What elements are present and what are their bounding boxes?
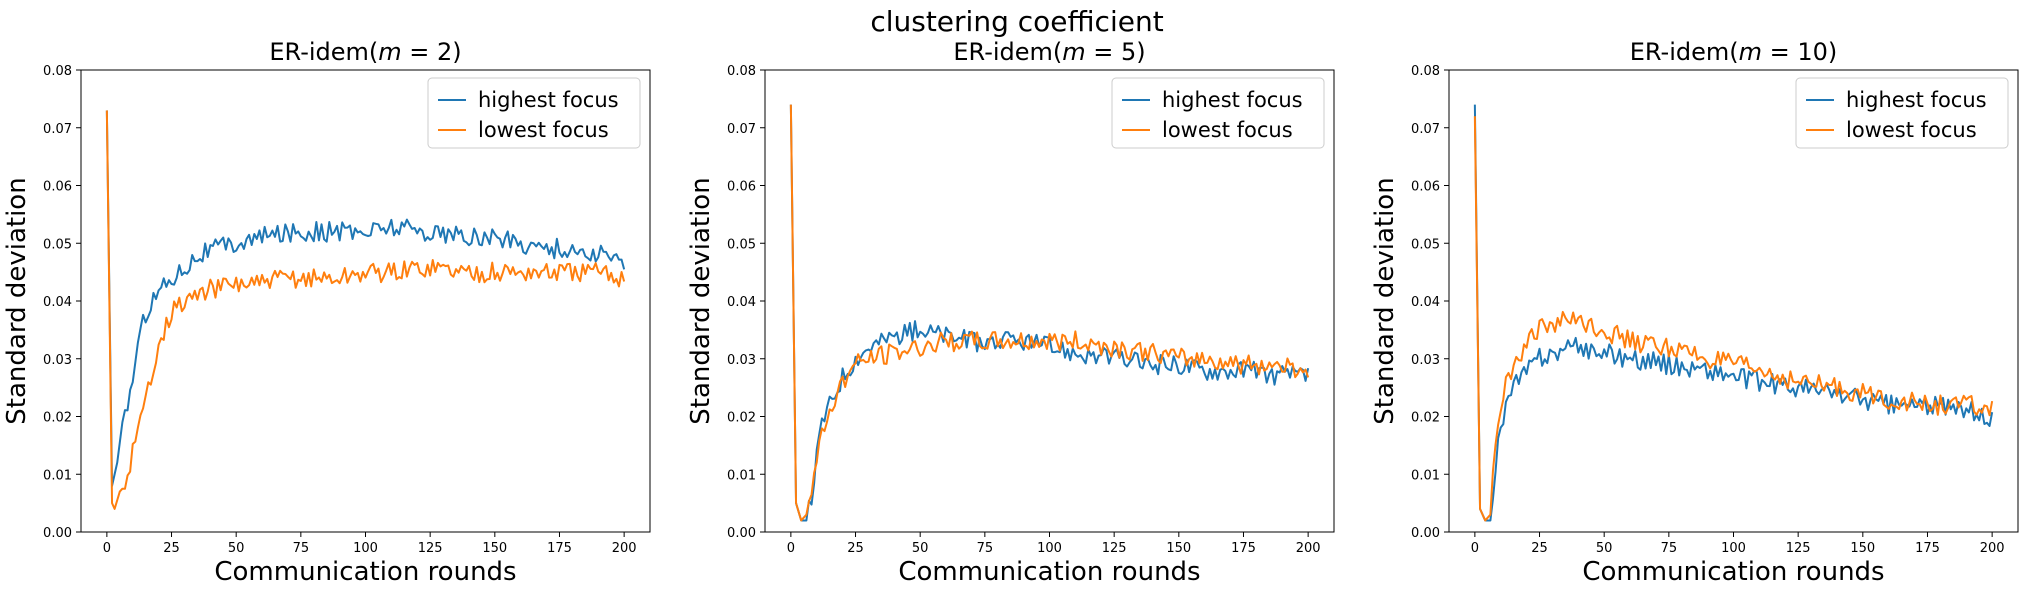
x-tick-label: 175 <box>547 541 572 556</box>
x-tick-label: 150 <box>1166 541 1191 556</box>
figure-suptitle: clustering coefficient <box>870 5 1163 38</box>
y-tick-label: 0.07 <box>1411 122 1440 137</box>
x-tick-label: 50 <box>1596 541 1613 556</box>
x-tick-label: 0 <box>103 541 111 556</box>
panels: ER-idem(m = 2)0 25 50 75 100 125 150 175 2000.00… <box>2 38 2019 587</box>
y-axis-label: Standard deviation <box>2 177 32 424</box>
x-axis-label: Communication rounds <box>214 557 516 587</box>
y-tick-label: 0.08 <box>1411 64 1440 79</box>
panel-title-prefix: ER-idem( <box>1630 38 1739 66</box>
x-tick-label: 25 <box>1531 541 1548 556</box>
y-tick-label: 0.04 <box>1411 295 1440 310</box>
x-tick-label: 25 <box>163 541 180 556</box>
legend-box <box>427 77 641 149</box>
y-tick-label: 0.04 <box>727 295 756 310</box>
x-tick-label: 175 <box>1915 541 1940 556</box>
x-tick-label: 150 <box>1850 541 1875 556</box>
chart-panel-3: ER-idem(m = 10) 0 25 50 75 100 125 150 175 200 0.0… <box>1370 38 2019 587</box>
x-tick-label: 125 <box>418 541 443 556</box>
x-tick-label: 0 <box>1471 541 1479 556</box>
panel-title: ER-idem(m = 2) <box>269 38 461 66</box>
y-axis-label: Standard deviation <box>1370 177 1400 424</box>
series-line-lowest <box>789 104 1310 522</box>
y-tick-label: 0.07 <box>727 122 756 137</box>
plot-frame <box>80 69 651 533</box>
y-tick-label: 0.01 <box>727 468 756 483</box>
y-tick-label: 0.02 <box>727 411 756 426</box>
panel-title-value: = 2 <box>402 38 453 66</box>
y-tick-label: 0.03 <box>1411 353 1440 368</box>
y-tick-label: 0.08 <box>727 64 756 79</box>
x-tick-label: 200 <box>1296 541 1321 556</box>
y-tick-label: 0.04 <box>43 295 72 310</box>
legend-box <box>1111 77 1325 149</box>
legend-box <box>1795 77 2009 149</box>
y-tick-label: 0.02 <box>43 411 72 426</box>
x-axis-label: Communication rounds <box>1582 557 1884 587</box>
x-tick-label: 100 <box>353 541 378 556</box>
panel-title-suffix: ) <box>452 38 461 66</box>
y-tick-label: 0.06 <box>1411 180 1440 195</box>
y-tick-label: 0.00 <box>43 526 72 541</box>
x-tick-label: 100 <box>1721 541 1746 556</box>
legend-label-lowest: lowest focus <box>1162 118 1293 142</box>
legend-label-lowest: lowest focus <box>1846 118 1977 142</box>
x-tick-label: 200 <box>1980 541 2005 556</box>
panel-title-variable: m <box>1739 38 1762 66</box>
chart-panel-1: ER-idem(m = 2) 0 25 50 75 100 125 150 175 200 0.00… <box>2 38 651 587</box>
x-tick-label: 100 <box>1037 541 1062 556</box>
series-line-highest <box>105 110 626 487</box>
x-tick-label: 0 <box>787 541 795 556</box>
legend-label-highest: highest focus <box>1162 88 1303 112</box>
series-line-lowest <box>105 110 626 510</box>
panel-title: ER-idem(m = 10) <box>1630 38 1838 66</box>
x-tick-label: 125 <box>1786 541 1811 556</box>
y-tick-label: 0.02 <box>1411 411 1440 426</box>
plot-frame <box>764 69 1335 533</box>
y-tick-label: 0.00 <box>1411 526 1440 541</box>
y-tick-label: 0.06 <box>43 180 72 195</box>
panel-title: ER-idem(m = 5) <box>953 38 1145 66</box>
panel-title-suffix: ) <box>1136 38 1145 66</box>
y-tick-label: 0.07 <box>43 122 72 137</box>
panel-title-value: = 10 <box>1762 38 1828 66</box>
y-tick-label: 0.00 <box>727 526 756 541</box>
x-tick-label: 75 <box>1661 541 1678 556</box>
plot-frame <box>1448 69 2019 533</box>
y-tick-label: 0.05 <box>727 237 756 252</box>
y-tick-label: 0.01 <box>1411 468 1440 483</box>
x-tick-label: 75 <box>293 541 310 556</box>
panel-title-value: = 5 <box>1086 38 1137 66</box>
x-tick-label: 200 <box>612 541 637 556</box>
legend-label-highest: highest focus <box>478 88 619 112</box>
panel-title-variable: m <box>378 38 401 66</box>
legend-label-lowest: lowest focus <box>478 118 609 142</box>
y-tick-label: 0.08 <box>43 64 72 79</box>
x-axis-label: Communication rounds <box>898 557 1200 587</box>
x-tick-label: 25 <box>847 541 864 556</box>
x-tick-label: 150 <box>482 541 507 556</box>
x-tick-label: 125 <box>1102 541 1127 556</box>
y-tick-label: 0.03 <box>727 353 756 368</box>
chart-panel-2: ER-idem(m = 5) 0 25 50 75 100 125 150 175 200 0.00… <box>686 38 1335 587</box>
panel-title-variable: m <box>1062 38 1085 66</box>
x-tick-label: 50 <box>912 541 929 556</box>
x-tick-label: 50 <box>228 541 245 556</box>
y-tick-label: 0.05 <box>1411 237 1440 252</box>
x-tick-label: 75 <box>977 541 994 556</box>
series-line-lowest <box>1473 116 1994 522</box>
y-axis-label: Standard deviation <box>686 177 716 424</box>
x-tick-label: 175 <box>1231 541 1256 556</box>
legend-label-highest: highest focus <box>1846 88 1987 112</box>
y-tick-label: 0.03 <box>43 353 72 368</box>
panel-title-prefix: ER-idem( <box>269 38 378 66</box>
panel-title-suffix: ) <box>1828 38 1837 66</box>
y-tick-label: 0.01 <box>43 468 72 483</box>
y-tick-label: 0.05 <box>43 237 72 252</box>
y-tick-label: 0.06 <box>727 180 756 195</box>
panel-title-prefix: ER-idem( <box>953 38 1062 66</box>
